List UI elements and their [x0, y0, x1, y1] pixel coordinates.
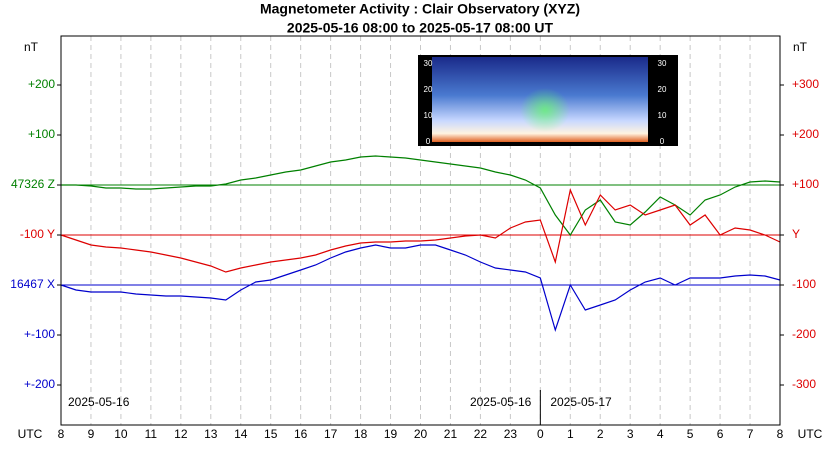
x-tick-label: 9: [88, 427, 95, 441]
series-line: [60, 244, 781, 333]
inset-tick-label: 30: [658, 59, 667, 68]
x-label-left: UTC: [18, 427, 43, 441]
x-tick-label: 23: [504, 427, 518, 441]
x-tick-label: 8: [777, 427, 784, 441]
x-tick-label: 6: [717, 427, 724, 441]
x-tick-label: 10: [114, 427, 128, 441]
y-left-tick-label: +-100: [24, 327, 55, 341]
x-label-right: UTC: [798, 427, 823, 441]
x-tick-label: 18: [354, 427, 368, 441]
chart-title: Magnetometer Activity : Clair Observator…: [260, 1, 580, 17]
x-tick-label: 21: [444, 427, 458, 441]
series-line: [61, 155, 781, 237]
inset-tick-label: 10: [424, 111, 433, 120]
inset-axes: 0 0 10 10 20 20 30 30: [424, 59, 667, 146]
date-label: 2025-05-17: [550, 395, 612, 409]
x-tick-label: 13: [204, 427, 218, 441]
y-left-tick-label: 16467 X: [10, 277, 55, 291]
y-tick-label: -300: [792, 377, 816, 391]
y-tick-label: +100: [792, 177, 819, 191]
y-left-tick-label: -100 Y: [20, 227, 55, 241]
x-tick-label: 7: [747, 427, 754, 441]
x-tick-label: 15: [264, 427, 278, 441]
x-tick-label: 5: [687, 427, 694, 441]
inset-tick-label: 20: [424, 85, 433, 94]
x-tick-label: 22: [474, 427, 488, 441]
x-tick-label: 12: [174, 427, 188, 441]
x-tick-label: 3: [627, 427, 634, 441]
y-tick-label: -200: [792, 327, 816, 341]
y-unit-right: nT: [793, 40, 808, 54]
x-tick-label: 17: [324, 427, 338, 441]
y-unit-left: nT: [24, 40, 39, 54]
inset-tick-label: 10: [658, 111, 667, 120]
inset-tick-label: 30: [424, 59, 433, 68]
y-tick-label: Y: [792, 227, 800, 241]
inset-tick-label: 0: [660, 137, 665, 146]
x-tick-label: 0: [537, 427, 544, 441]
y-left-tick-label: +100: [28, 127, 55, 141]
y-tick-label: -100: [792, 277, 816, 291]
date-label: 2025-05-16: [68, 395, 130, 409]
x-tick-label: 16: [294, 427, 308, 441]
x-tick-label: 20: [414, 427, 428, 441]
chart-subtitle: 2025-05-16 08:00 to 2025-05-17 08:00 UT: [287, 20, 554, 36]
inset-image: [418, 55, 678, 146]
y-tick-label: +200: [792, 127, 819, 141]
x-tick-label: 8: [58, 427, 65, 441]
y-left-tick-label: 47326 Z: [11, 177, 55, 191]
inset-tick-label: 20: [658, 85, 667, 94]
x-tick-label: 1: [567, 427, 574, 441]
y-tick-label: +300: [792, 77, 819, 91]
x-tick-label: 14: [234, 427, 248, 441]
plot-frame: [60, 35, 781, 426]
y-left-tick-label: +-200: [24, 377, 55, 391]
x-tick-label: 11: [145, 427, 158, 441]
date-label: 2025-05-16: [470, 395, 532, 409]
y-left-tick-label: +200: [28, 77, 55, 91]
x-tick-label: 4: [657, 427, 664, 441]
x-tick-label: 19: [384, 427, 398, 441]
x-tick-label: 2: [597, 427, 604, 441]
inset-aurora: [520, 88, 570, 132]
inset-tick-label: 0: [426, 137, 431, 146]
series-line: [60, 188, 781, 273]
